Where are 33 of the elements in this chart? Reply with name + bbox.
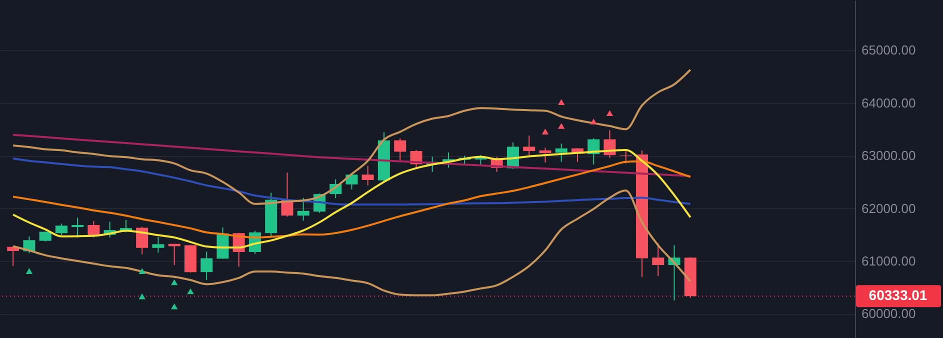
y-tick-label: 62000.00 [862,200,916,216]
point [558,99,565,105]
candlestick [539,147,552,164]
line-series [12,134,692,178]
candlestick [72,217,84,238]
point [170,279,178,286]
candlestick [88,220,100,238]
candlestick [136,226,148,255]
candlestick [652,242,664,277]
point [170,303,178,310]
candlestick [620,150,632,164]
point [558,123,565,129]
y-tick-label: 63000.00 [862,148,916,164]
point [138,293,146,300]
point [590,118,597,124]
candlestick [297,197,310,222]
y-tick-label: 60000.00 [862,306,916,322]
candlestick [555,143,568,162]
ref-line-label: 60333.01 [868,287,928,304]
candlestick [394,138,406,162]
candlestick [362,165,374,186]
y-tick-label: 65000.00 [862,42,916,58]
y-tick-label: 61000.00 [862,254,916,269]
point [187,288,194,294]
point [26,268,33,274]
candlestick [200,251,213,281]
candlestick [55,223,68,236]
point [542,128,549,134]
point [606,110,614,116]
candlestick [523,135,536,156]
point [138,268,146,274]
y-tick-label: 64000.00 [862,95,916,110]
candlestick [152,236,164,254]
